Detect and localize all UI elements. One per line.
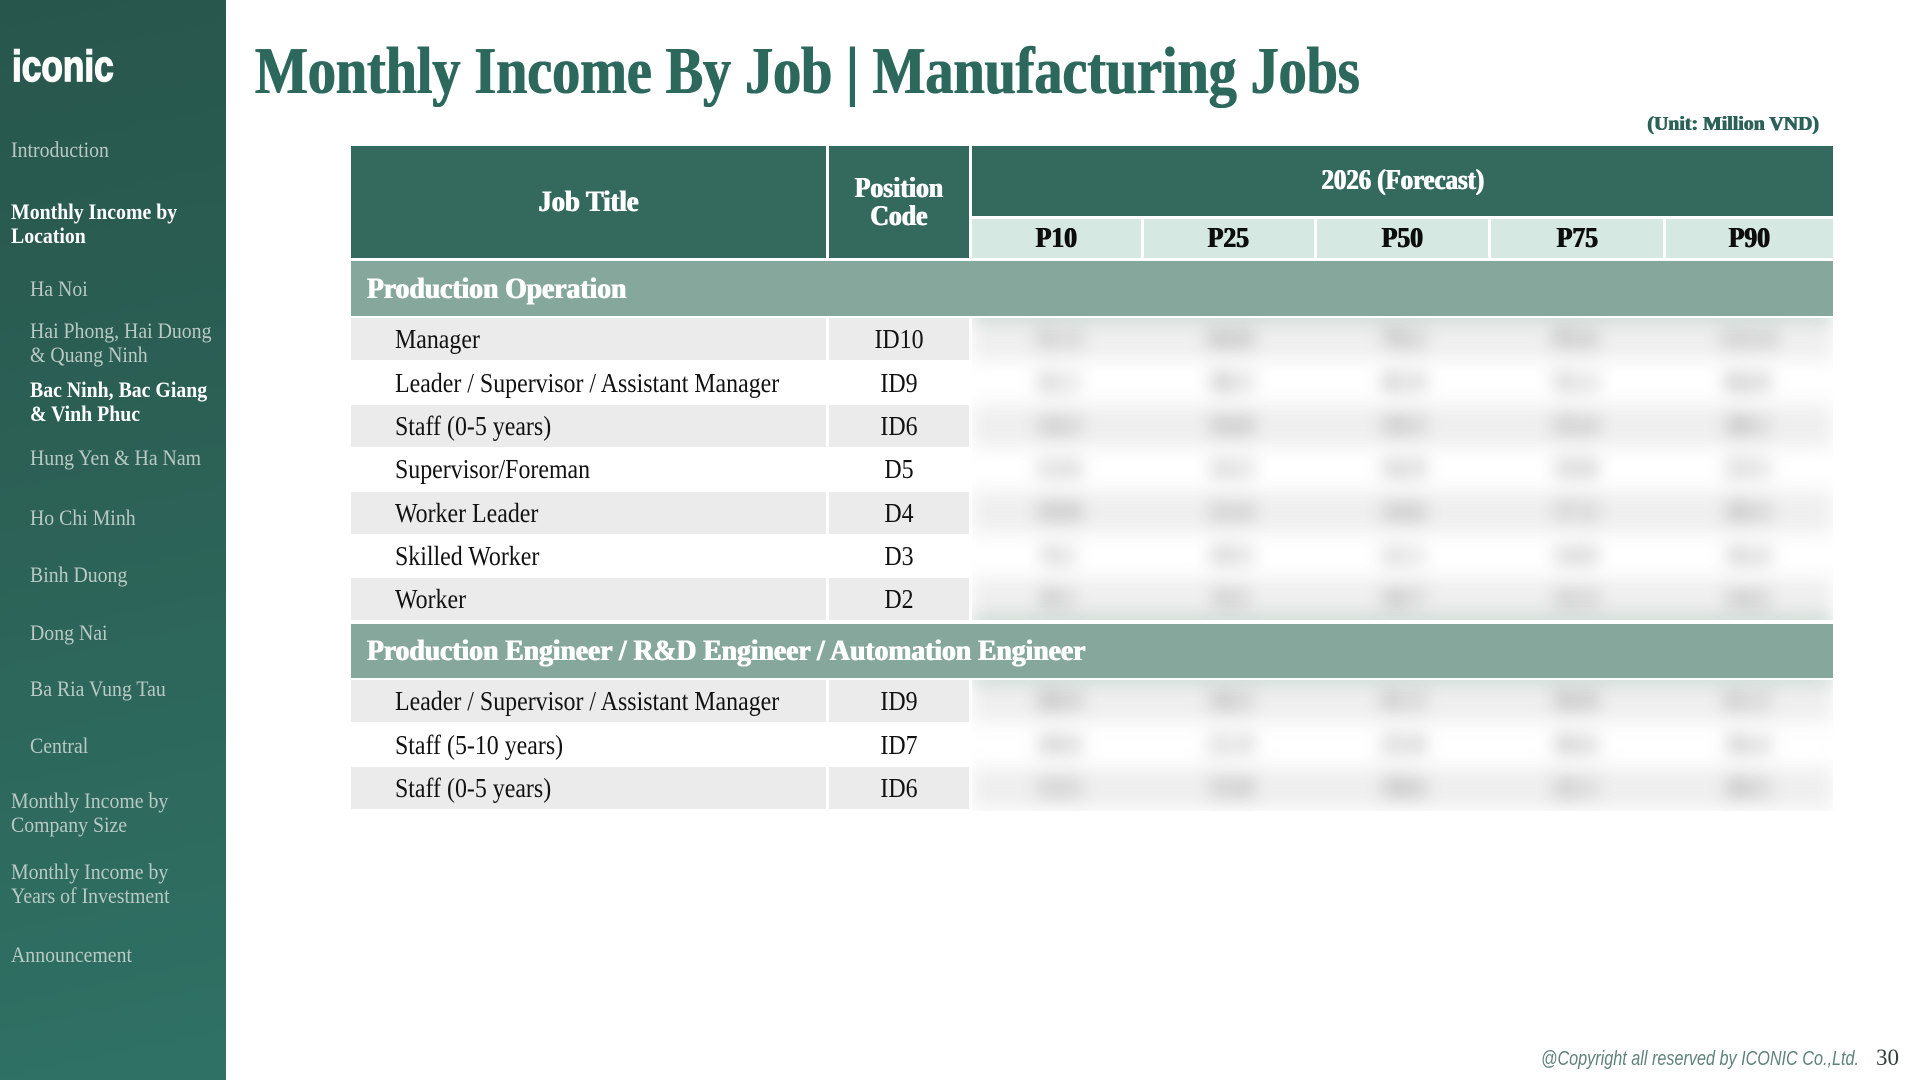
svg-text:iconic: iconic	[12, 42, 114, 91]
